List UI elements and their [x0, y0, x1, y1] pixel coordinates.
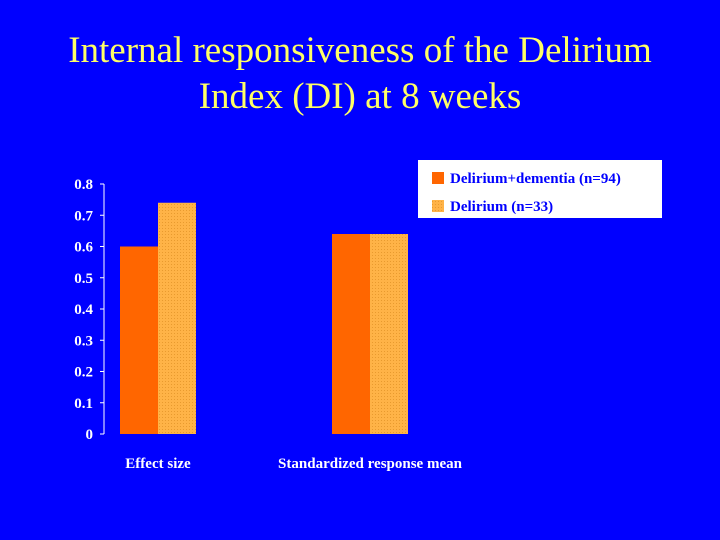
- legend-label: Delirium+dementia (n=94): [450, 171, 621, 187]
- slide-title: Internal responsiveness of the Delirium …: [0, 28, 720, 120]
- y-tick-label: 0.1: [74, 396, 93, 412]
- y-tick-label: 0.3: [74, 333, 93, 349]
- legend-box: [418, 160, 662, 218]
- bar-delirium-0: [158, 202, 196, 434]
- y-tick-label: 0.6: [74, 240, 93, 256]
- x-category-label: Effect size: [125, 456, 191, 472]
- slide-title-line-1: Internal responsiveness of the Delirium: [68, 30, 652, 71]
- y-tick-label: 0: [86, 427, 94, 443]
- labels: 0 0.1 0.2 0.3 0.4 0.5 0.6 0.7 0.8 Effect size Stan…: [74, 177, 462, 472]
- x-category-label: Standardized response mean: [278, 456, 463, 472]
- legend-swatch: [432, 172, 444, 184]
- legend-swatch: [432, 200, 444, 212]
- slide-title-line-2: Index (DI) at 8 weeks: [198, 76, 522, 117]
- legend: Delirium+dementia (n=94) Delirium (n=33): [418, 160, 662, 218]
- legend-label: Delirium (n=33): [450, 199, 553, 215]
- y-tick-label: 0.2: [74, 365, 93, 381]
- bar-delirium-1: [370, 234, 408, 434]
- bar-delirium-dementia-1: [332, 234, 370, 434]
- y-tick-label: 0.7: [74, 208, 93, 224]
- y-tick-label: 0.4: [74, 302, 93, 318]
- y-tick-label: 0.5: [74, 271, 93, 287]
- y-tick-label: 0.8: [74, 177, 93, 193]
- axes: [100, 183, 105, 435]
- bar-delirium-dementia-0: [120, 246, 158, 434]
- bars: [120, 202, 408, 434]
